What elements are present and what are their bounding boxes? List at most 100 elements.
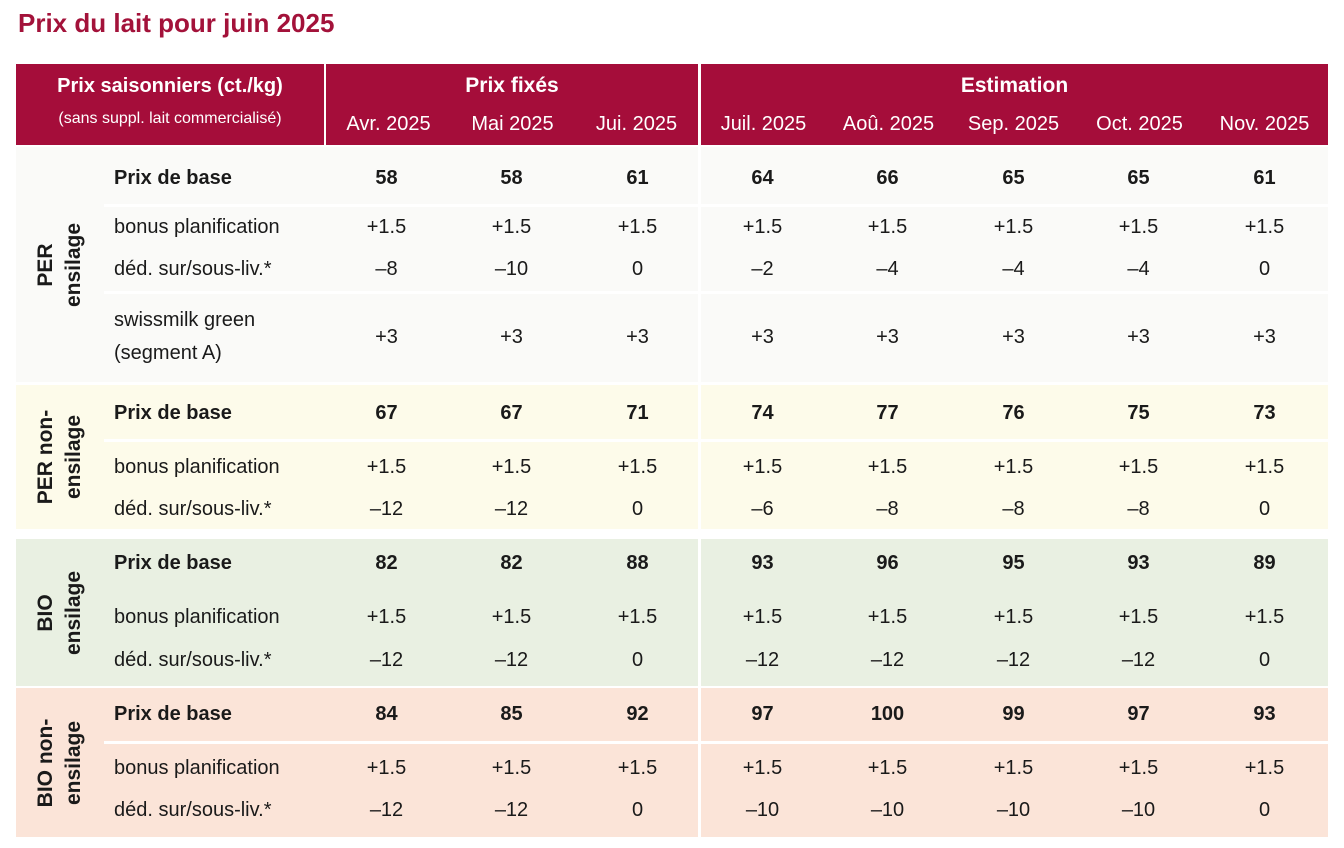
row-label: bonus planification xyxy=(114,757,280,779)
section-label-bio-non-ensilage: BIO non- ensilage xyxy=(16,688,104,837)
value-cell: –12 xyxy=(870,649,905,671)
section-bio-non-ensilage xyxy=(16,688,1328,837)
value-cell: 61 xyxy=(1253,167,1276,189)
value-cell: –12 xyxy=(1121,649,1156,671)
row-separator xyxy=(104,204,1328,207)
value-cell: –8 xyxy=(1127,498,1150,520)
header-estimation: Estimation Juil. 2025 Aoû. 2025 Sep. 202… xyxy=(701,64,1328,145)
value-cell: 0 xyxy=(1258,799,1271,821)
value-cell: +3 xyxy=(1253,326,1276,348)
value-cell: +1.5 xyxy=(1118,456,1159,478)
column-separator xyxy=(698,147,701,382)
header-month: Juil. 2025 xyxy=(720,113,807,135)
value-cell: –2 xyxy=(751,258,774,280)
value-cell: +1.5 xyxy=(1118,216,1159,238)
value-cell: –12 xyxy=(996,649,1031,671)
value-cell: 97 xyxy=(1127,703,1150,725)
value-cell: 65 xyxy=(1127,167,1150,189)
value-cell: 74 xyxy=(751,402,774,424)
value-cell: +1.5 xyxy=(491,456,532,478)
value-cell: 77 xyxy=(876,402,899,424)
header-month: Sep. 2025 xyxy=(967,113,1060,135)
section-label-line: ensilage xyxy=(62,222,85,307)
value-cell: 75 xyxy=(1127,402,1150,424)
column-separator xyxy=(698,539,701,686)
value-cell: 0 xyxy=(1258,258,1271,280)
value-cell: +1.5 xyxy=(617,757,658,779)
value-cell: +3 xyxy=(1002,326,1025,348)
value-cell: +3 xyxy=(1127,326,1150,348)
value-cell: +3 xyxy=(751,326,774,348)
value-cell: +1.5 xyxy=(742,216,783,238)
value-cell: 95 xyxy=(1002,552,1025,574)
section-per-non-ensilage xyxy=(16,385,1328,529)
row-separator xyxy=(104,291,1328,294)
value-cell: 65 xyxy=(1002,167,1025,189)
value-cell: +1.5 xyxy=(366,757,407,779)
value-cell: 64 xyxy=(751,167,774,189)
value-cell: +1.5 xyxy=(742,757,783,779)
value-cell: +1.5 xyxy=(491,606,532,628)
value-cell: 88 xyxy=(626,552,649,574)
value-cell: 89 xyxy=(1253,552,1276,574)
value-cell: 97 xyxy=(751,703,774,725)
value-cell: –8 xyxy=(876,498,899,520)
header-month: Oct. 2025 xyxy=(1096,113,1183,135)
row-label: bonus planification xyxy=(114,456,280,478)
section-label-line: BIO xyxy=(34,593,57,632)
value-cell: –4 xyxy=(876,258,899,280)
value-cell: 0 xyxy=(631,498,644,520)
page-title: Prix du lait pour juin 2025 xyxy=(18,8,335,38)
value-cell: –12 xyxy=(745,649,780,671)
value-cell: –12 xyxy=(369,498,404,520)
value-cell: 84 xyxy=(375,703,398,725)
value-cell: 85 xyxy=(500,703,523,725)
column-separator xyxy=(698,385,701,529)
value-cell: 61 xyxy=(626,167,649,189)
row-label: Prix de base xyxy=(114,402,232,424)
row-label: bonus planification xyxy=(114,216,280,238)
value-cell: +1.5 xyxy=(993,606,1034,628)
row-label: Prix de base xyxy=(114,167,232,189)
value-cell: –10 xyxy=(870,799,905,821)
row-label: bonus planification xyxy=(114,606,280,628)
value-cell: +1.5 xyxy=(1244,456,1285,478)
value-cell: –8 xyxy=(1002,498,1025,520)
value-cell: +1.5 xyxy=(867,216,908,238)
header-group-fixed: Prix fixés xyxy=(465,74,559,97)
section-bio-ensilage xyxy=(16,539,1328,686)
value-cell: +3 xyxy=(375,326,398,348)
value-cell: –12 xyxy=(494,799,529,821)
value-cell: –12 xyxy=(369,799,404,821)
value-cell: +1.5 xyxy=(1244,216,1285,238)
row-label: Prix de base xyxy=(114,552,232,574)
value-cell: 58 xyxy=(375,167,398,189)
value-cell: –10 xyxy=(1121,799,1156,821)
row-separator xyxy=(104,741,1328,744)
value-cell: 67 xyxy=(375,402,398,424)
value-cell: –12 xyxy=(494,649,529,671)
header-fixed-prices: Prix fixés Avr. 2025 Mai 2025 Jui. 2025 xyxy=(326,64,698,145)
header-group-estimation: Estimation xyxy=(960,74,1069,97)
value-cell: 0 xyxy=(1258,649,1271,671)
value-cell: +1.5 xyxy=(867,757,908,779)
value-cell: +1.5 xyxy=(867,606,908,628)
value-cell: 58 xyxy=(500,167,523,189)
value-cell: +1.5 xyxy=(366,456,407,478)
value-cell: 0 xyxy=(631,649,644,671)
value-cell: 92 xyxy=(626,703,649,725)
value-cell: +1.5 xyxy=(617,606,658,628)
value-cell: 0 xyxy=(631,258,644,280)
value-cell: +1.5 xyxy=(366,606,407,628)
section-label-line: BIO non- xyxy=(34,718,57,807)
header-month: Nov. 2025 xyxy=(1219,113,1310,135)
header-label-cell: Prix saisonniers (ct./kg) (sans suppl. l… xyxy=(16,64,324,145)
value-cell: 93 xyxy=(1127,552,1150,574)
section-label-line: PER xyxy=(34,242,57,287)
column-separator xyxy=(698,688,701,837)
section-label-line: ensilage xyxy=(62,414,85,500)
value-cell: –12 xyxy=(494,498,529,520)
value-cell: 82 xyxy=(375,552,398,574)
value-cell: +1.5 xyxy=(491,216,532,238)
value-cell: 0 xyxy=(631,799,644,821)
